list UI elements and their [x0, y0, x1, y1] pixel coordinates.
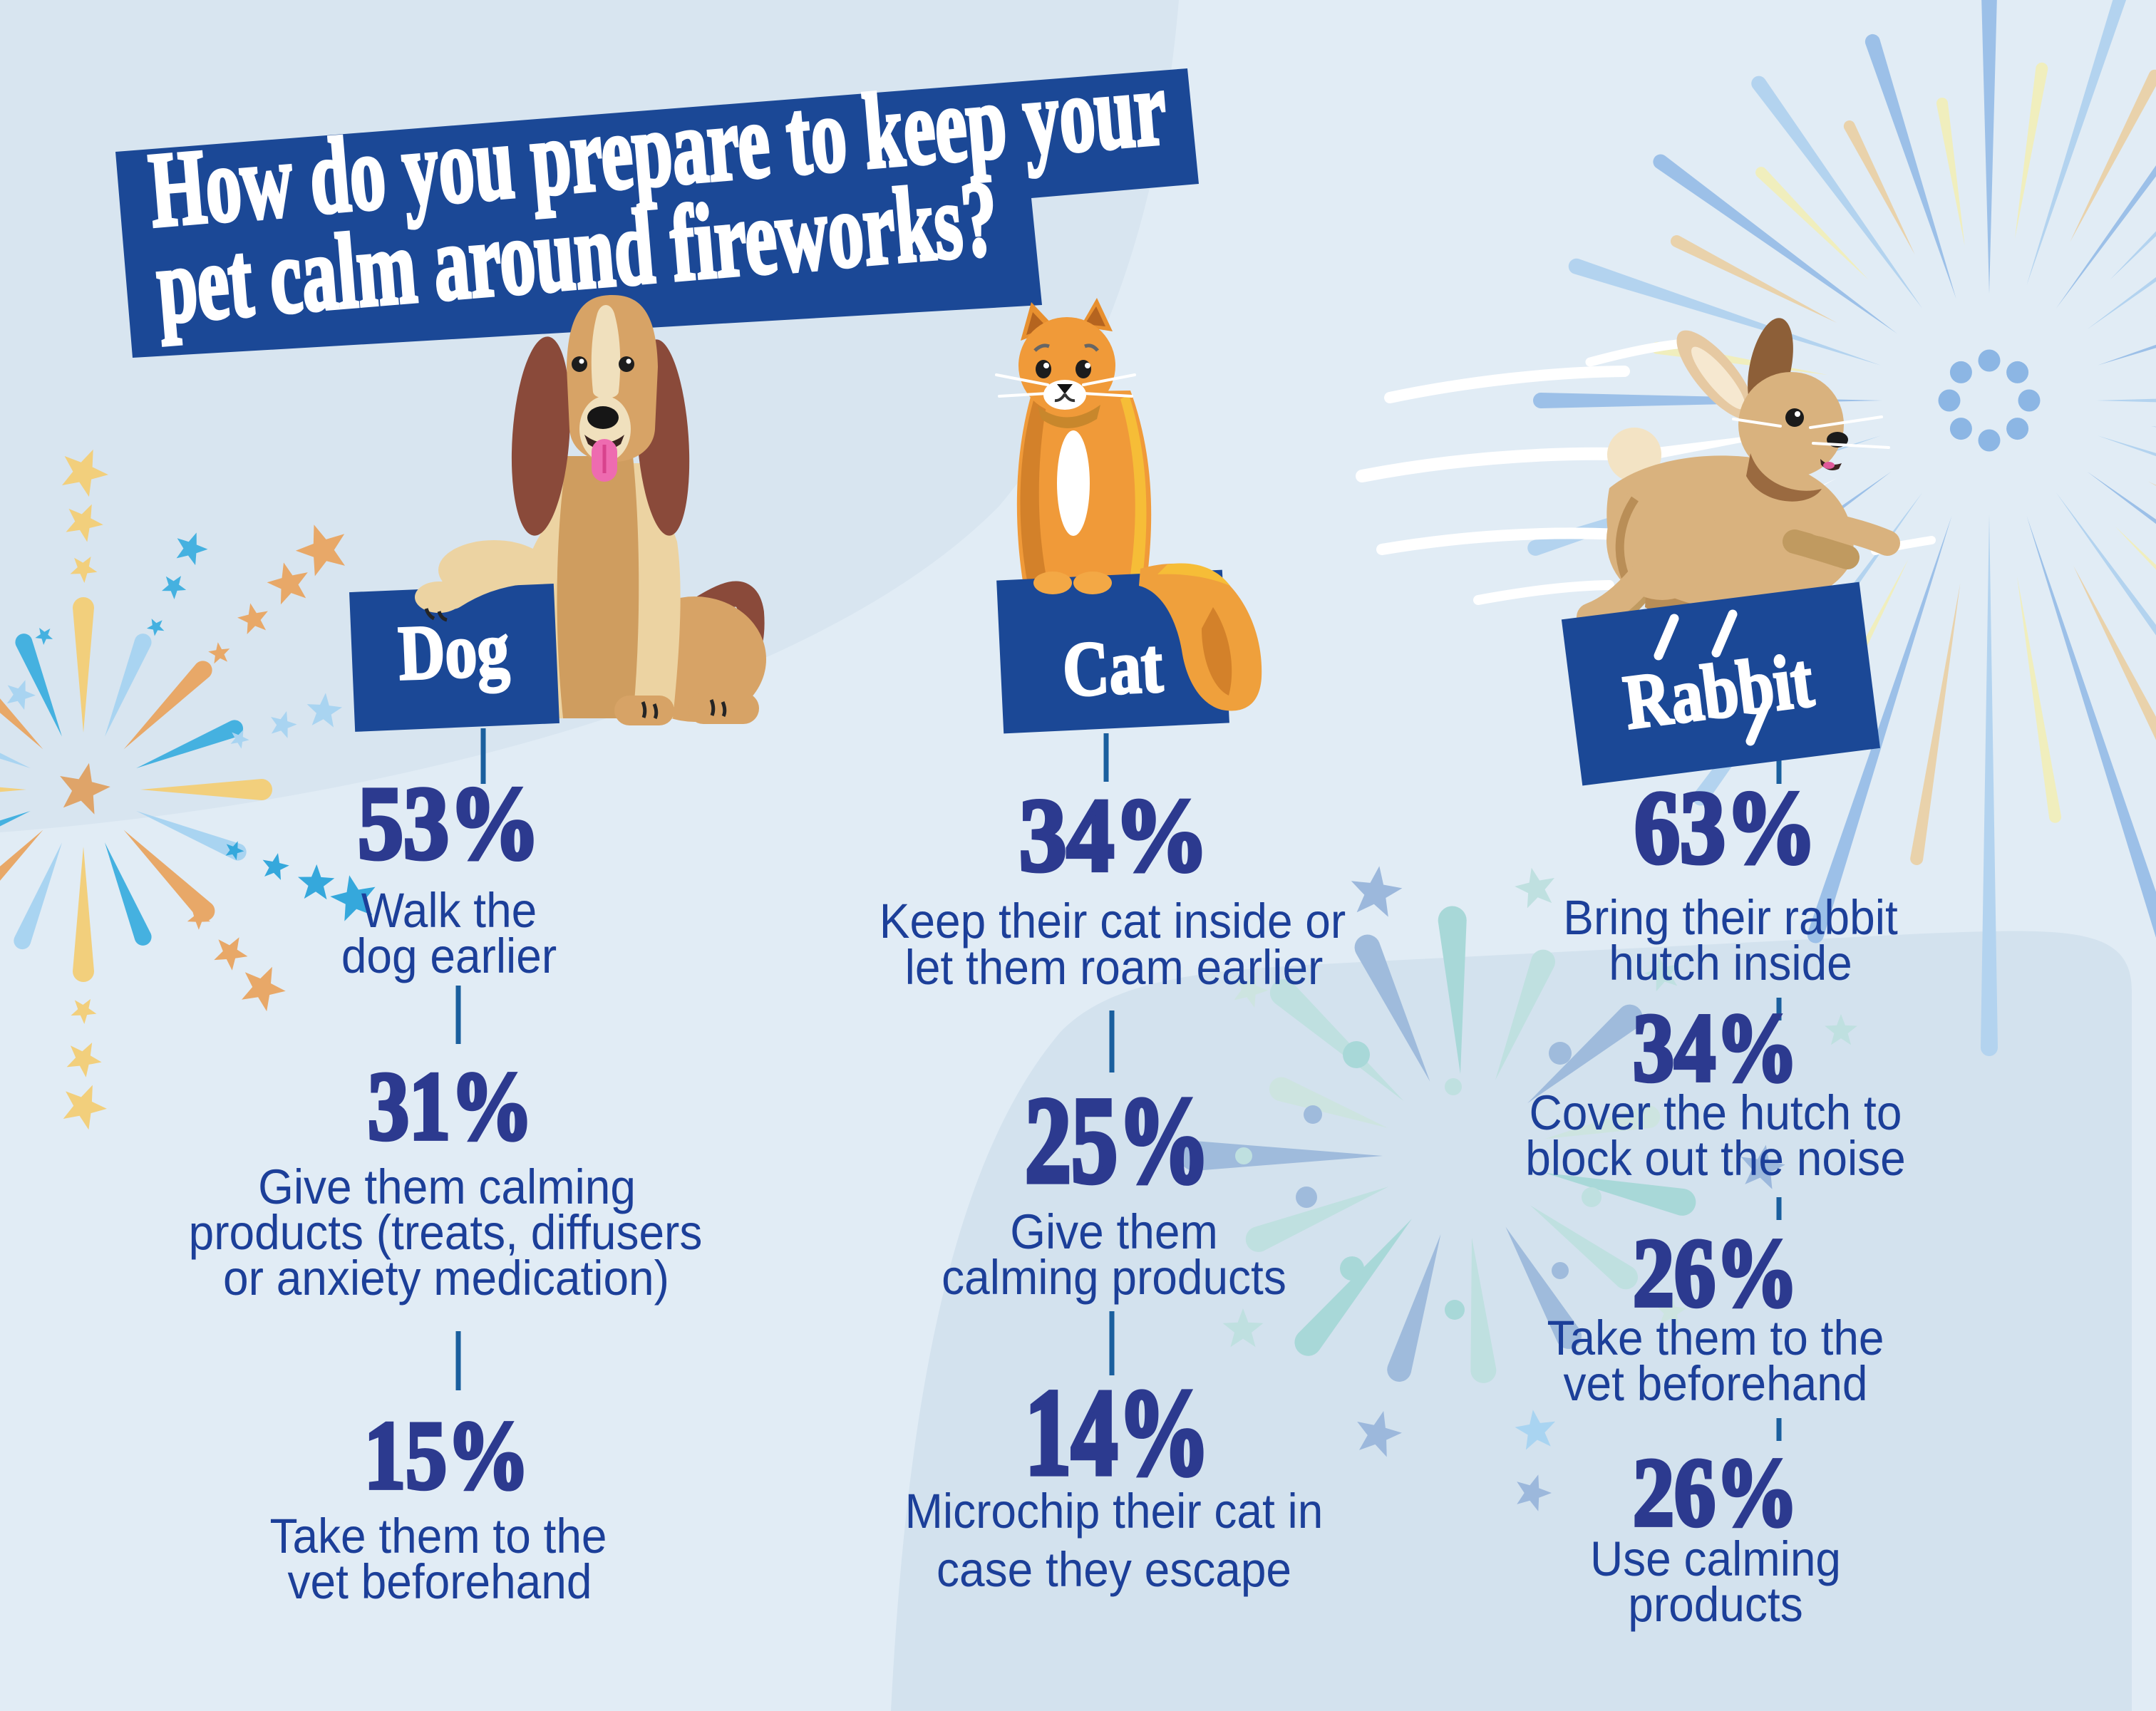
svg-text:Take them to the: Take them to the	[269, 1509, 607, 1564]
svg-text:53%: 53%	[358, 765, 540, 881]
svg-text:15%: 15%	[364, 1402, 530, 1509]
svg-text:block out the noise: block out the noise	[1525, 1132, 1906, 1187]
svg-text:products (treats, diffusers: products (treats, diffusers	[189, 1206, 703, 1261]
svg-text:or anxiety medication): or anxiety medication)	[223, 1251, 669, 1306]
svg-text:Cover the hutch to: Cover the hutch to	[1530, 1086, 1902, 1141]
svg-text:26%: 26%	[1633, 1219, 1798, 1327]
svg-text:vet beforehand: vet beforehand	[288, 1555, 592, 1610]
svg-text:Walk the: Walk the	[361, 884, 537, 939]
svg-text:Bring their rabbit: Bring their rabbit	[1563, 891, 1898, 946]
svg-text:dog earlier: dog earlier	[341, 929, 557, 984]
svg-text:Keep their cat inside or: Keep their cat inside or	[880, 894, 1346, 949]
svg-text:Take them to the: Take them to the	[1547, 1311, 1884, 1366]
svg-text:case they escape: case they escape	[937, 1543, 1291, 1598]
svg-text:vet beforehand: vet beforehand	[1564, 1357, 1868, 1412]
svg-text:14%: 14%	[1025, 1365, 1210, 1501]
svg-text:Use calming: Use calming	[1590, 1532, 1841, 1587]
svg-text:Give them calming: Give them calming	[258, 1160, 636, 1215]
svg-text:34%: 34%	[1633, 994, 1798, 1102]
svg-text:products: products	[1628, 1578, 1802, 1633]
svg-text:Cat: Cat	[1061, 622, 1164, 713]
svg-text:26%: 26%	[1633, 1439, 1798, 1546]
svg-text:let them roam earlier: let them roam earlier	[905, 941, 1324, 996]
svg-text:hutch inside: hutch inside	[1609, 936, 1852, 991]
svg-text:Dog: Dog	[397, 606, 511, 696]
svg-text:25%: 25%	[1025, 1072, 1210, 1209]
svg-text:31%: 31%	[368, 1053, 533, 1160]
svg-text:Give them: Give them	[1010, 1205, 1218, 1260]
svg-text:34%: 34%	[1019, 777, 1209, 893]
svg-text:63%: 63%	[1634, 770, 1817, 885]
svg-text:Microchip their cat in: Microchip their cat in	[905, 1484, 1324, 1539]
svg-text:calming products: calming products	[942, 1251, 1286, 1306]
